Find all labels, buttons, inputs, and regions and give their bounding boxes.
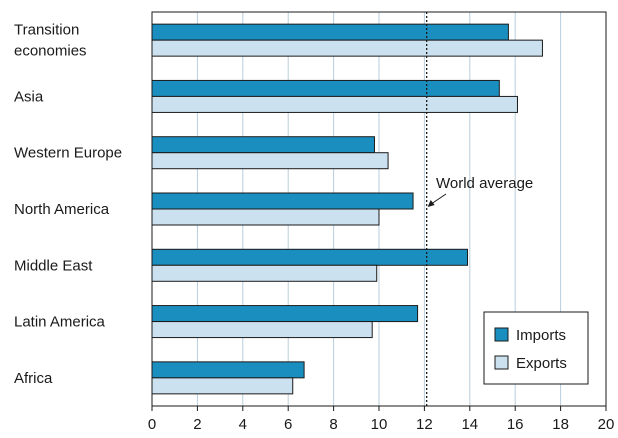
x-tick-label: 4 <box>239 416 247 433</box>
legend-box <box>483 311 589 385</box>
bar-imports-africa <box>151 361 305 379</box>
x-axis: 0 2 4 6 8 10 12 14 16 18 20 <box>148 406 615 433</box>
category-label: North America <box>14 201 110 218</box>
x-tick-label: 16 <box>507 416 524 433</box>
x-tick-label: 0 <box>148 416 156 433</box>
bar-imports-western-europe <box>151 136 375 154</box>
legend-label-exports: Exports <box>516 355 567 372</box>
category-label: Middle East <box>14 257 93 274</box>
category-labels: Transition economies Asia Western Europe Nor… <box>14 22 122 387</box>
x-tick-label: 10 <box>371 416 388 433</box>
bar-exports-africa <box>151 377 294 395</box>
category-label: Asia <box>14 88 44 105</box>
bar-imports-middle-east <box>151 248 469 266</box>
bar-imports-asia <box>151 79 500 97</box>
category-label: Latin America <box>14 314 106 331</box>
category-label: economies <box>14 43 87 60</box>
bar-imports-latin-america <box>151 305 419 323</box>
x-tick-label: 14 <box>461 416 478 433</box>
bar-imports-transition-economies <box>151 23 509 41</box>
world-average-arrowhead <box>427 200 435 207</box>
world-average-marker: World average <box>426 12 533 406</box>
bar-exports-transition-economies <box>151 39 543 57</box>
x-tick-label: 20 <box>598 416 615 433</box>
category-label: Western Europe <box>14 145 122 162</box>
bar-exports-middle-east <box>151 264 378 282</box>
bar-imports-north-america <box>151 192 414 210</box>
x-tick-label: 8 <box>329 416 337 433</box>
legend: Imports Exports <box>483 311 589 385</box>
bar-exports-asia <box>151 95 518 113</box>
x-tick-label: 18 <box>552 416 569 433</box>
bar-exports-north-america <box>151 208 380 226</box>
x-tick-label: 6 <box>284 416 292 433</box>
bar-exports-latin-america <box>151 321 373 339</box>
category-label: Transition <box>14 22 79 39</box>
x-tick-label: 12 <box>416 416 433 433</box>
x-tick-label: 2 <box>193 416 201 433</box>
world-average-label: World average <box>436 175 533 192</box>
legend-swatch-exports <box>494 355 509 370</box>
legend-label-imports: Imports <box>516 327 566 344</box>
category-label: Africa <box>14 370 53 387</box>
bar-exports-western-europe <box>151 152 389 170</box>
legend-swatch-imports <box>494 327 509 342</box>
